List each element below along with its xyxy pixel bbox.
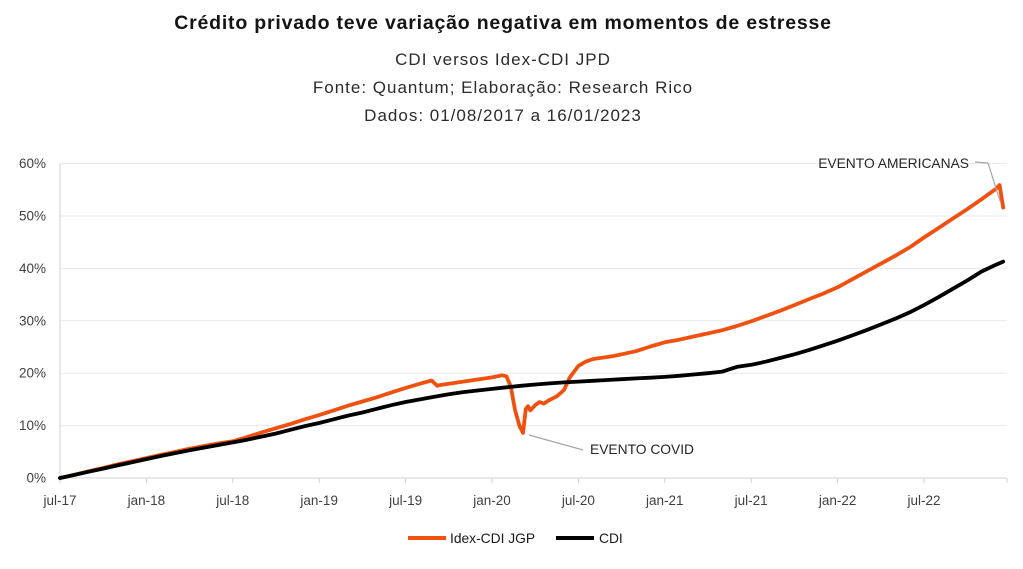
x-axis-label-jul-18: jul-18	[215, 493, 249, 508]
chart-subtitle-versus: CDI versos Idex-CDI JPD	[395, 50, 611, 69]
annotation-evento-americanas: EVENTO AMERICANAS	[818, 156, 969, 171]
axis-labels: 0% 10% 20% 30% 40% 50% 60% jul-17 jan-18 jul-18 ja…	[19, 156, 941, 508]
x-axis-label-jul-19: jul-19	[388, 493, 422, 508]
chart-title: Crédito privado teve variação negativa e…	[174, 12, 832, 34]
legend: Idex-CDI JGP CDI	[408, 531, 623, 546]
x-axis-label-jan-21: jan-21	[645, 493, 684, 508]
x-axis-label-jan-18: jan-18	[127, 493, 166, 508]
series-line-idex-cdi-jgp	[58, 183, 1006, 480]
y-axis-label-10: 10%	[19, 418, 46, 433]
x-axis-label-jan-20: jan-20	[472, 493, 511, 508]
legend-label-cdi: CDI	[599, 531, 623, 546]
x-axis-label-jul-17: jul-17	[42, 493, 76, 508]
leader-line-americanas	[974, 161, 1001, 202]
leader-line-covid	[528, 434, 584, 451]
y-axis-label-60: 60%	[19, 156, 46, 171]
y-axis-label-30: 30%	[19, 313, 46, 328]
x-axis-label-jan-22: jan-22	[818, 493, 857, 508]
y-axis-label-40: 40%	[19, 261, 46, 276]
series-lines	[58, 183, 1006, 480]
y-axis-label-20: 20%	[19, 366, 46, 381]
x-axis-label-jul-22: jul-22	[906, 493, 940, 508]
series-line-cdi	[58, 259, 1006, 480]
annotation-evento-covid: EVENTO COVID	[590, 442, 694, 457]
y-axis-label-0: 0%	[26, 471, 46, 486]
chart-subtitle-daterange: Dados: 01/08/2017 a 16/01/2023	[364, 106, 642, 125]
gridlines	[60, 163, 1007, 427]
x-axis-label-jul-21: jul-21	[734, 493, 768, 508]
x-axis-label-jan-19: jan-19	[299, 493, 338, 508]
legend-label-idex-cdi-jgp: Idex-CDI JGP	[450, 531, 535, 546]
y-axis-label-50: 50%	[19, 209, 46, 224]
axes	[58, 163, 1008, 483]
chart-subtitle-source: Fonte: Quantum; Elaboração: Research Ric…	[313, 78, 693, 97]
x-axis-label-jul-20: jul-20	[561, 493, 595, 508]
